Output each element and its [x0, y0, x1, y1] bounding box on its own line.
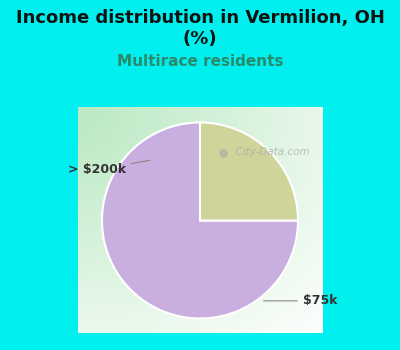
Wedge shape [102, 122, 298, 318]
Wedge shape [200, 122, 298, 220]
Text: > $200k: > $200k [68, 160, 150, 176]
Text: Multirace residents: Multirace residents [117, 54, 283, 69]
Text: $75k: $75k [264, 294, 337, 307]
Text: Income distribution in Vermilion, OH: Income distribution in Vermilion, OH [16, 9, 384, 27]
Text: City-Data.com: City-Data.com [230, 147, 310, 157]
Text: (%): (%) [183, 30, 217, 48]
